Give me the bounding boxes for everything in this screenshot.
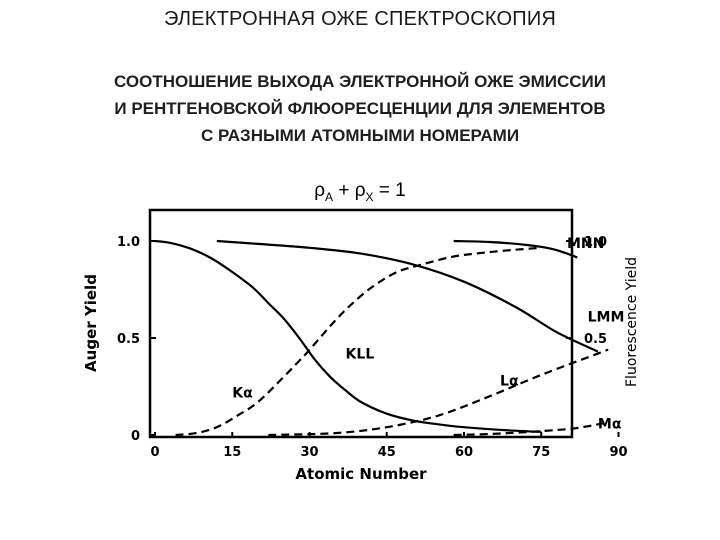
- formula-sub-x: X: [365, 189, 374, 204]
- x-tick-label: 75: [532, 445, 550, 460]
- subtitle-line-2: И РЕНТГЕНОВСКОЙ ФЛЮОРЕСЦЕНЦИИ ДЛЯ ЭЛЕМЕН…: [114, 99, 606, 118]
- x-tick-label: 30: [300, 445, 318, 460]
- annotation-lalpha: Lα: [500, 374, 519, 390]
- subtitle-line-3: С РАЗНЫМИ АТОМНЫМИ НОМЕРАМИ: [200, 126, 520, 145]
- y-axis-label-left: Auger Yield: [82, 274, 100, 372]
- slide-title: ЭЛЕКТРОННАЯ ОЖЕ СПЕКТРОСКОПИЯ: [163, 8, 557, 30]
- axis-ticks: 0 15 30 45 60 75 90 0 0.5 1.0 0.5 1.0: [117, 235, 628, 460]
- y-right-tick-label: 1.0: [584, 235, 607, 250]
- y-left-tick-label: 0.5: [117, 332, 140, 347]
- series-line-lalpha: [268, 348, 609, 437]
- series-line-kalpha: [175, 246, 542, 437]
- annotation-mnn: MNN: [567, 236, 604, 252]
- y-left-tick-label: 1.0: [117, 235, 140, 250]
- x-tick-label: 15: [223, 445, 241, 460]
- series-line-kll: [154, 239, 542, 433]
- y-right-tick-label: 0.5: [584, 332, 607, 347]
- annotation-malpha: Mα: [598, 416, 622, 432]
- formula-rho-a: ρ: [314, 180, 326, 201]
- formula-rho-x: ρ: [354, 180, 366, 201]
- plot-frame: [148, 208, 574, 439]
- chart-labels: Atomic Number Auger Yield Fluorescence Yie…: [82, 236, 640, 483]
- formula-plus: +: [333, 180, 355, 201]
- x-tick-label: 45: [378, 445, 396, 460]
- formula-sub-a: A: [325, 189, 334, 204]
- annotation-lmm: LMM: [588, 310, 625, 326]
- series-line-mnn: [453, 239, 578, 259]
- subtitle-line-1: СООТНОШЕНИЕ ВЫХОДА ЭЛЕКТРОННОЙ ОЖЕ ЭМИСС…: [114, 72, 606, 91]
- y-axis-label-right: Fluorescence Yield: [624, 257, 640, 387]
- yield-formula: ρA + ρX = 1: [260, 180, 460, 204]
- plot-border: [148, 208, 574, 439]
- x-tick-label: 60: [455, 445, 473, 460]
- formula-rhs: = 1: [373, 180, 406, 201]
- annotation-kalpha: Kα: [232, 385, 253, 401]
- series-line-malpha: [453, 422, 604, 437]
- y-left-tick-label: 0: [131, 429, 140, 444]
- x-tick-label: 0: [150, 445, 159, 460]
- annotation-kll: KLL: [346, 347, 375, 363]
- x-axis-label: Atomic Number: [295, 465, 427, 483]
- series-line-lmm: [216, 239, 599, 353]
- chart-subtitle: СООТНОШЕНИЕ ВЫХОДА ЭЛЕКТРОННОЙ ОЖЕ ЭМИСС…: [60, 68, 660, 149]
- series-lines: [154, 239, 609, 437]
- x-tick-label: 90: [609, 445, 627, 460]
